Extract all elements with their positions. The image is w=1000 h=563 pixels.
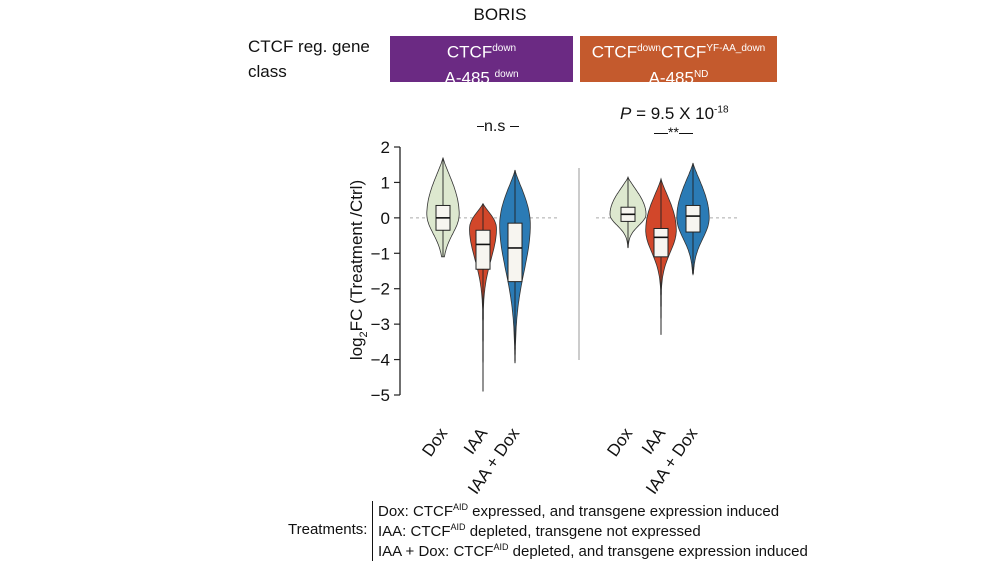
chart-title: BORIS [473,5,527,24]
stat-left-ns: n.s [477,118,519,136]
x-tick-label: Dox [603,424,636,460]
y-tick-label: −3 [371,315,390,334]
violin-box [507,222,523,283]
stat-right-significance: ** [654,124,693,140]
gene-class-box-right-line2: A-485ND [648,68,709,88]
legend-line-iaa-dox: IAA + Dox: CTCFAID depleted, and transge… [378,542,808,560]
legend-bracket [372,501,373,561]
y-tick-label: 1 [381,173,390,192]
y-tick-label: −1 [371,244,390,263]
violin-box [475,229,491,270]
gene-class-box-right-line1: CTCFdownCTCFYF-AA_down [591,42,766,62]
y-tick-label: 2 [381,138,390,157]
legend-line-iaa: IAA: CTCFAID depleted, transgene not exp… [378,522,701,540]
y-tick-label: −5 [371,386,390,405]
gene-class-box-left-line2: A-485 down [444,68,519,88]
legend-title: Treatments: [288,521,368,538]
legend-line-dox: Dox: CTCFAID expressed, and transgene ex… [378,502,780,520]
gene-class-box-right: CTCFdownCTCFYF-AA_down A-485ND [580,36,777,87]
y-tick-label: −2 [371,280,390,299]
y-tick-label: 0 [381,209,390,228]
y-axis-label: log2FC (Treatment /Ctrl) [347,180,370,360]
violin-box [653,227,669,258]
gene-class-label: CTCF reg. gene class [248,37,370,81]
violin-box [685,204,701,233]
x-tick-label: Dox [418,424,451,460]
gene-class-box-left: CTCFdown A-485 down [390,36,573,87]
stat-right-pvalue: P = 9.5 X 10-18 [620,104,729,123]
gene-class-box-left-line1: CTCFdown [446,42,517,62]
y-tick-label: −4 [371,351,390,370]
